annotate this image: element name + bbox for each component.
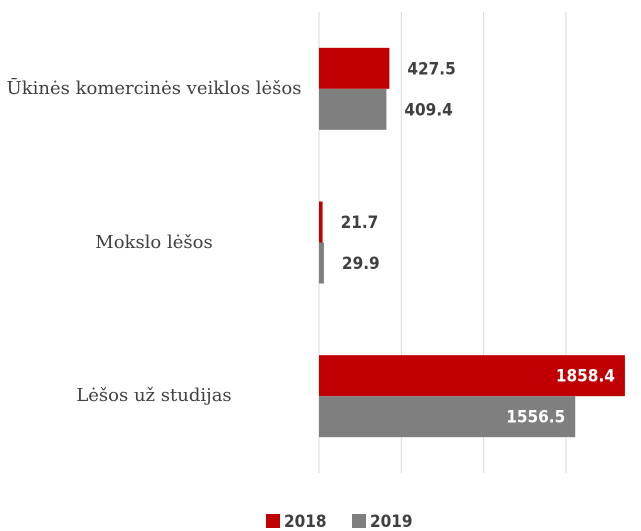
bar <box>319 355 625 397</box>
data-label: 29.9 <box>342 254 380 274</box>
bar <box>319 242 324 284</box>
category-label: Lėšos už studijas <box>76 385 232 407</box>
legend-label: 2018 <box>284 512 327 531</box>
bar <box>319 47 390 89</box>
data-label: 1556.5 <box>506 408 565 428</box>
data-label: 427.5 <box>407 59 455 79</box>
data-label: 21.7 <box>341 213 379 233</box>
category-label: Ūkinės komercinės veiklos lėšos <box>6 77 302 99</box>
bar <box>319 201 323 243</box>
legend-swatch <box>352 514 366 528</box>
data-label: 1858.4 <box>556 367 615 387</box>
bar <box>319 396 576 438</box>
legend-label: 2019 <box>370 512 413 531</box>
data-label: 409.4 <box>404 100 452 120</box>
legend-swatch <box>266 514 280 528</box>
bar <box>319 88 387 130</box>
category-label: Mokslo lėšos <box>95 231 213 253</box>
